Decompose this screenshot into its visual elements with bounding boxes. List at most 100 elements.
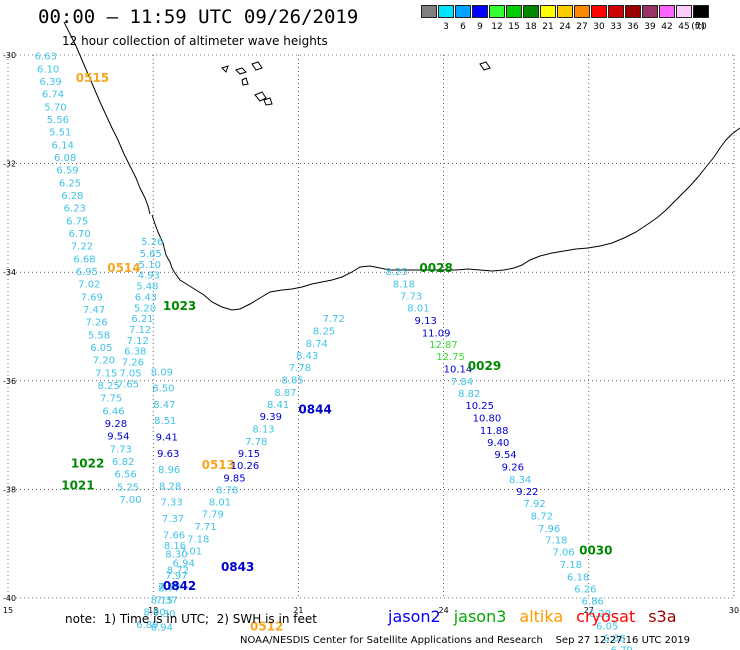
wave-height-label: 10.26 xyxy=(231,461,260,472)
wave-height-label: 10.14 xyxy=(444,365,473,376)
wave-height-label: 9.54 xyxy=(107,431,129,442)
lon-tick-label: 27 xyxy=(584,606,594,615)
wave-height-label: 7.33 xyxy=(160,498,182,509)
wave-height-label: 6.74 xyxy=(42,89,64,100)
legend-swatch xyxy=(540,5,556,18)
pass-time-label: 1022 xyxy=(71,457,104,471)
wave-height-label: 9.85 xyxy=(223,473,245,484)
satellite-label: jason3 xyxy=(453,607,507,626)
lon-tick-label: 30 xyxy=(729,606,739,615)
wave-height-label: 6.70 xyxy=(69,229,91,240)
legend-swatch xyxy=(642,5,658,18)
wave-height-label: 8.77 xyxy=(158,583,180,594)
wave-height-label: 7.18 xyxy=(560,560,582,571)
wave-height-label: 5.10 xyxy=(139,260,161,271)
satellite-legend: jason2 jason3 altika cryosat s3a xyxy=(388,607,690,626)
map-subtitle: 12 hour collection of altimeter wave hei… xyxy=(62,34,328,48)
legend-swatch xyxy=(608,5,624,18)
wave-height-label: 6.86 xyxy=(582,597,604,608)
wave-height-label: 10.80 xyxy=(473,414,502,425)
wave-height-label: 8.74 xyxy=(306,339,328,350)
wave-height-label: 7.97 xyxy=(165,571,187,582)
legend-label: 6 xyxy=(460,22,466,32)
wave-height-label: 7.69 xyxy=(158,582,180,593)
wave-height-label: 7.26 xyxy=(122,358,144,369)
wave-height-label: 7.02 xyxy=(78,279,100,290)
wave-height-label: 6.28 xyxy=(61,191,83,202)
wave-height-label: 6.94 xyxy=(173,559,195,570)
wave-height-label: 6.59 xyxy=(56,165,78,176)
wave-height-label: 8.30 xyxy=(165,549,187,560)
wave-height-label: 9.40 xyxy=(487,438,509,449)
wave-height-label: 5.70 xyxy=(44,102,66,113)
legend-label: 9 xyxy=(477,22,483,32)
pass-time-label: 0844 xyxy=(298,402,331,416)
lat-tick-label: -34 xyxy=(3,268,16,277)
satellite-label: altika xyxy=(519,607,564,626)
pass-time-label: 0515 xyxy=(76,71,109,85)
wave-height-label: 7.92 xyxy=(523,499,545,510)
legend-label: 27 xyxy=(576,22,588,32)
wave-height-label: 12.87 xyxy=(429,340,458,351)
wave-height-label: 8.18 xyxy=(393,279,415,290)
wave-height-label: 6.29 xyxy=(589,609,611,620)
wave-height-label: 8.34 xyxy=(509,475,531,486)
wave-height-label: 7.73 xyxy=(110,444,132,455)
legend-label: 18 xyxy=(525,22,537,32)
wave-height-label: 7.73 xyxy=(400,291,422,302)
wave-height-label: 8.01 xyxy=(407,303,429,314)
legend-label: 33 xyxy=(610,22,622,32)
wave-height-label: 8.16 xyxy=(164,541,186,552)
legend-label: 12 xyxy=(491,22,503,32)
altimeter-track: 8.09 8.50 8.47 8.51 9.41 9.63 8.96 8.28 7.33 7.37… xyxy=(151,367,284,633)
wave-height-label: 6.88 xyxy=(603,633,625,644)
axis-tick-labels: 15 18 21 24 27 30 -30 -32 -34 -36 -38 -40 xyxy=(3,51,739,615)
wave-height-label: 12.75 xyxy=(436,352,465,363)
legend-label: 70 xyxy=(695,22,707,32)
wave-height-label: 8.78 xyxy=(216,486,238,497)
pass-time-label: 0512 xyxy=(250,620,283,634)
legend-swatch xyxy=(472,5,488,18)
legend-label: 24 xyxy=(559,22,571,32)
wave-height-label: 7.18 xyxy=(545,536,567,547)
wave-height-label: 6.05 xyxy=(596,621,618,632)
wave-height-label: 9.54 xyxy=(494,450,516,461)
wave-height-label: 5.48 xyxy=(136,282,158,293)
wave-height-label: 6.25 xyxy=(59,178,81,189)
wave-height-label: 5.56 xyxy=(47,115,69,126)
wave-height-label: 9.13 xyxy=(415,316,437,327)
wave-height-label: 7.84 xyxy=(451,377,473,388)
wave-height-label: 5.58 xyxy=(88,330,110,341)
wave-height-label: 8.25 xyxy=(313,327,335,338)
wave-height-label: 7.37 xyxy=(162,514,184,525)
legend-label: 45 xyxy=(678,22,690,32)
lat-lon-grid xyxy=(7,54,735,599)
wave-height-label: 8.15 xyxy=(151,595,173,606)
legend-label: 36 xyxy=(627,22,639,32)
wave-height-label: 7.71 xyxy=(194,522,216,533)
wave-height-label: 7.96 xyxy=(538,524,560,535)
satellite-label: cryosat xyxy=(576,607,636,626)
wave-height-label: 6.23 xyxy=(64,203,86,214)
altimeter-track: 6.63 6.10 6.396.74 5.70 5.565.51 6.14 6.086.59… xyxy=(35,51,142,506)
wave-height-label: 8.25 xyxy=(386,267,408,278)
pass-time-label: 0029 xyxy=(468,359,501,373)
wave-height-label: 8.72 xyxy=(531,511,553,522)
pass-time-label: 1023 xyxy=(163,299,196,313)
legend-swatch xyxy=(659,5,675,18)
wave-height-label: 7.26 xyxy=(85,317,107,328)
wave-height-label: 11.88 xyxy=(480,426,509,437)
wave-height-label: 4.93 xyxy=(138,271,160,282)
legend-label: 30 xyxy=(593,22,605,32)
legend-swatch xyxy=(455,5,471,18)
wave-height-label: 5.65 xyxy=(140,249,162,260)
wave-height-label: 7.18 xyxy=(187,535,209,546)
wave-height-label: 6.39 xyxy=(39,77,61,88)
wave-height-label: 7.79 xyxy=(202,510,224,521)
wave-height-label: 9.22 xyxy=(516,487,538,498)
wave-height-label: 8.51 xyxy=(154,416,176,427)
lon-tick-label: 24 xyxy=(439,606,449,615)
wave-height-label: 10.25 xyxy=(465,401,494,412)
